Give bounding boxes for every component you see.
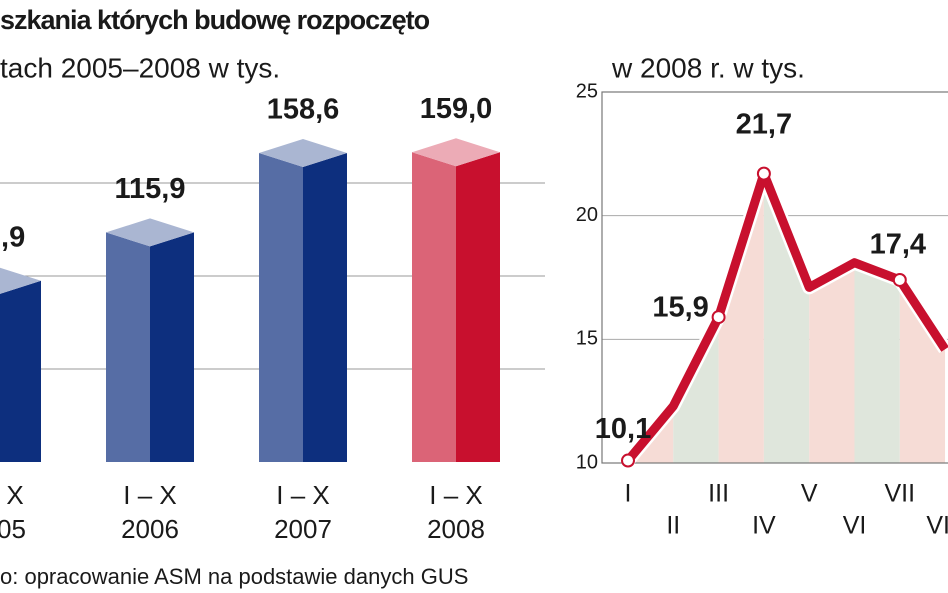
value-label: 89,9	[0, 221, 25, 253]
x-tick-label: 2005	[0, 514, 26, 544]
value-label: 159,0	[420, 93, 493, 125]
x-tick-label: 2007	[274, 514, 332, 544]
y-tick-label: 25	[576, 80, 598, 102]
x-tick-label: VI	[843, 512, 867, 540]
value-label: 115,9	[115, 173, 186, 205]
y-tick-label: 20	[576, 204, 598, 226]
point	[892, 272, 907, 287]
x-tick-label: 2008	[427, 514, 485, 544]
y-tick-label: 15	[576, 328, 598, 350]
x-tick-label: VIII	[926, 512, 948, 540]
x-tick-label: I – X	[0, 480, 24, 510]
x-tick-label: IV	[752, 512, 776, 540]
bar	[259, 139, 347, 462]
chart-subtitle: tach 2005–2008 w tys.	[0, 52, 280, 83]
x-tick-label: VII	[885, 480, 916, 508]
x-tick-label: I – X	[276, 480, 329, 510]
point	[711, 310, 726, 325]
y-tick-label: 10	[576, 451, 598, 473]
value-label: 10,1	[595, 413, 651, 445]
point	[621, 453, 635, 468]
x-tick-label: III	[708, 480, 729, 508]
x-tick-label: 2006	[121, 514, 179, 544]
value-label: 17,4	[870, 229, 926, 261]
value-label: 158,6	[267, 94, 340, 126]
chart-subtitle: w 2008 r. w tys.	[611, 52, 805, 83]
x-tick-label: V	[801, 480, 818, 508]
point	[756, 166, 771, 181]
x-tick-label: I – X	[123, 480, 176, 510]
plot-frame	[601, 91, 948, 464]
bar	[106, 218, 194, 462]
chart-title: szkania których budowę rozpoczęto	[0, 5, 430, 35]
bar	[412, 138, 500, 462]
value-label: 15,9	[652, 292, 708, 324]
value-label: 21,7	[736, 108, 792, 140]
bar	[0, 267, 41, 462]
x-tick-label: II	[666, 512, 680, 540]
line	[624, 169, 948, 464]
x-tick-label: I – X	[429, 480, 482, 510]
x-tick-label: I	[625, 480, 632, 508]
source-note: o: opracowanie ASM na podstawie danych G…	[0, 564, 468, 589]
